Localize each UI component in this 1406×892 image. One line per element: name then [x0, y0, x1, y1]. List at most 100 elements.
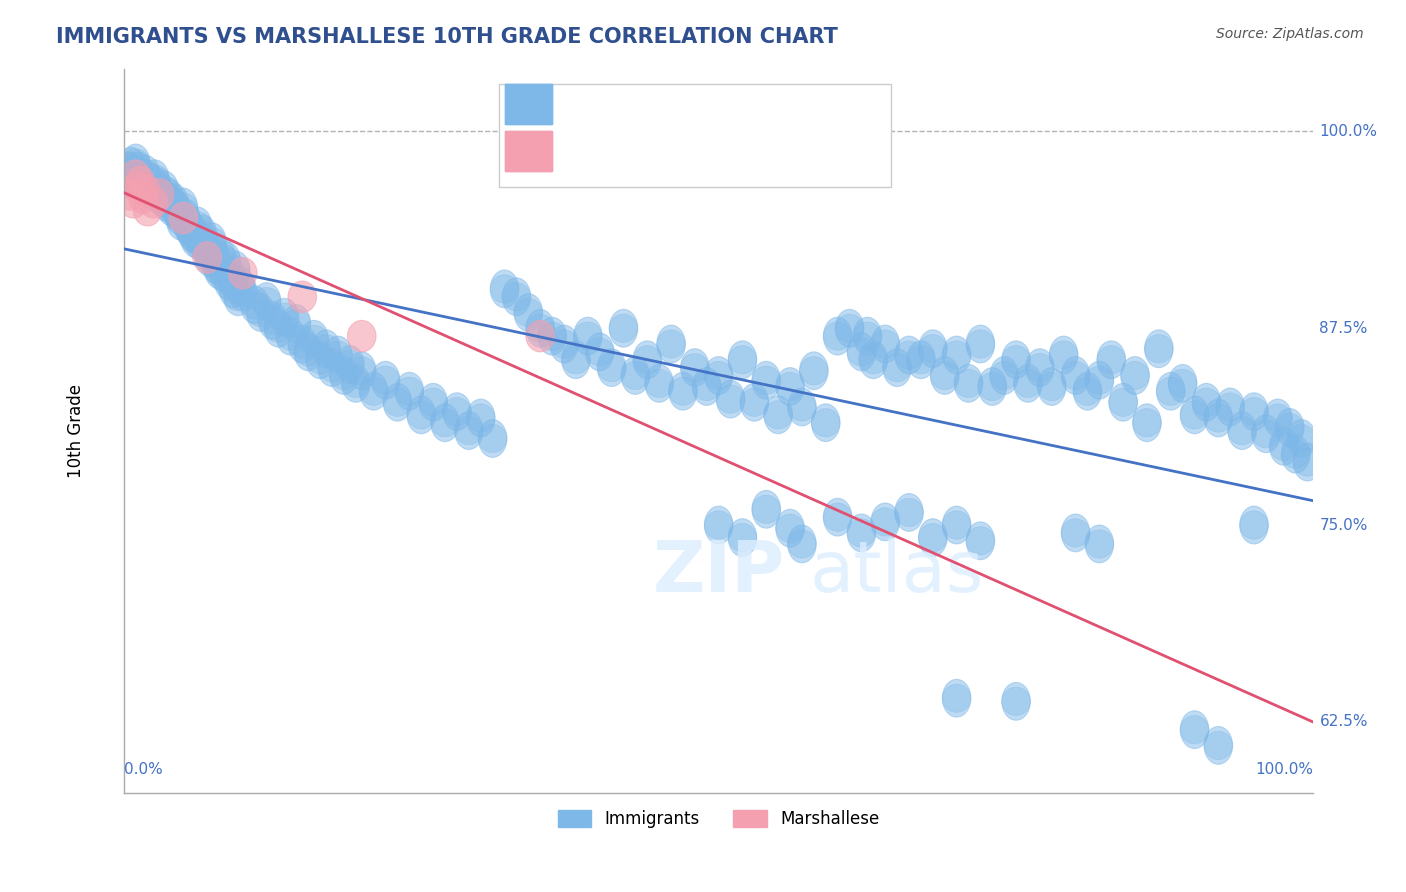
Circle shape — [835, 310, 863, 347]
Circle shape — [918, 519, 948, 557]
Text: Source: ZipAtlas.com: Source: ZipAtlas.com — [1216, 27, 1364, 41]
Ellipse shape — [870, 330, 900, 359]
Ellipse shape — [859, 345, 887, 374]
Ellipse shape — [1025, 353, 1054, 382]
Text: 62.5%: 62.5% — [1319, 714, 1368, 730]
Ellipse shape — [526, 320, 554, 351]
Ellipse shape — [128, 182, 157, 213]
Ellipse shape — [728, 524, 756, 552]
Ellipse shape — [406, 401, 436, 429]
Circle shape — [299, 320, 329, 359]
Circle shape — [894, 493, 924, 532]
Ellipse shape — [1038, 372, 1066, 401]
Ellipse shape — [942, 341, 972, 369]
Ellipse shape — [704, 361, 733, 390]
Ellipse shape — [704, 511, 733, 539]
Circle shape — [1216, 388, 1244, 425]
Circle shape — [131, 155, 159, 193]
Ellipse shape — [224, 283, 252, 311]
Circle shape — [657, 325, 685, 363]
Ellipse shape — [1251, 419, 1281, 448]
Ellipse shape — [1216, 392, 1244, 421]
Ellipse shape — [162, 196, 190, 225]
Ellipse shape — [259, 306, 287, 334]
Ellipse shape — [207, 244, 236, 271]
Circle shape — [212, 242, 240, 279]
Ellipse shape — [1180, 715, 1209, 744]
Ellipse shape — [214, 267, 243, 295]
Circle shape — [165, 194, 193, 232]
Ellipse shape — [209, 259, 238, 287]
Circle shape — [167, 202, 195, 240]
Circle shape — [848, 514, 876, 552]
Circle shape — [955, 365, 983, 402]
Ellipse shape — [1062, 361, 1090, 390]
Ellipse shape — [1002, 687, 1031, 715]
Circle shape — [538, 318, 567, 355]
Circle shape — [294, 333, 322, 371]
Circle shape — [918, 330, 948, 368]
Circle shape — [515, 293, 543, 332]
Circle shape — [221, 252, 250, 289]
Ellipse shape — [1168, 369, 1197, 398]
Ellipse shape — [848, 519, 876, 547]
Ellipse shape — [155, 184, 183, 211]
Ellipse shape — [942, 511, 972, 539]
Circle shape — [454, 412, 484, 450]
Circle shape — [240, 285, 269, 324]
Ellipse shape — [787, 392, 817, 421]
Circle shape — [323, 336, 353, 374]
Ellipse shape — [179, 219, 207, 248]
Circle shape — [188, 215, 217, 252]
Circle shape — [550, 325, 578, 363]
Ellipse shape — [264, 314, 292, 343]
Ellipse shape — [181, 225, 209, 252]
Ellipse shape — [200, 240, 229, 268]
Circle shape — [276, 318, 305, 355]
Ellipse shape — [318, 353, 346, 382]
Ellipse shape — [966, 330, 994, 359]
Circle shape — [395, 372, 423, 410]
Ellipse shape — [776, 514, 804, 542]
Ellipse shape — [681, 353, 709, 382]
Circle shape — [621, 357, 650, 394]
Ellipse shape — [229, 258, 257, 289]
Ellipse shape — [395, 377, 423, 405]
Circle shape — [883, 349, 911, 386]
Ellipse shape — [145, 180, 174, 209]
Ellipse shape — [307, 345, 335, 374]
Ellipse shape — [1275, 413, 1303, 442]
Ellipse shape — [1133, 409, 1161, 437]
Ellipse shape — [454, 417, 484, 445]
Ellipse shape — [894, 341, 924, 369]
Ellipse shape — [384, 388, 412, 417]
Ellipse shape — [342, 369, 370, 398]
Circle shape — [145, 176, 174, 213]
Circle shape — [870, 503, 900, 541]
Ellipse shape — [299, 325, 329, 353]
Circle shape — [942, 506, 972, 544]
Ellipse shape — [139, 186, 167, 218]
Ellipse shape — [193, 242, 221, 273]
Circle shape — [942, 336, 972, 374]
Ellipse shape — [193, 235, 221, 264]
Circle shape — [181, 219, 209, 258]
Circle shape — [1002, 682, 1031, 720]
Ellipse shape — [1270, 432, 1298, 460]
Circle shape — [740, 384, 769, 421]
Circle shape — [430, 404, 460, 442]
Ellipse shape — [870, 508, 900, 536]
Ellipse shape — [124, 171, 152, 202]
Ellipse shape — [188, 219, 217, 248]
Circle shape — [1109, 384, 1137, 421]
Circle shape — [1097, 341, 1126, 378]
Circle shape — [152, 184, 181, 221]
Ellipse shape — [294, 338, 322, 366]
FancyBboxPatch shape — [505, 131, 553, 171]
Ellipse shape — [1002, 345, 1031, 374]
Ellipse shape — [112, 164, 141, 193]
Ellipse shape — [561, 345, 591, 374]
Legend: Immigrants, Marshallese: Immigrants, Marshallese — [551, 804, 886, 835]
Circle shape — [1144, 330, 1173, 368]
Ellipse shape — [931, 361, 959, 390]
